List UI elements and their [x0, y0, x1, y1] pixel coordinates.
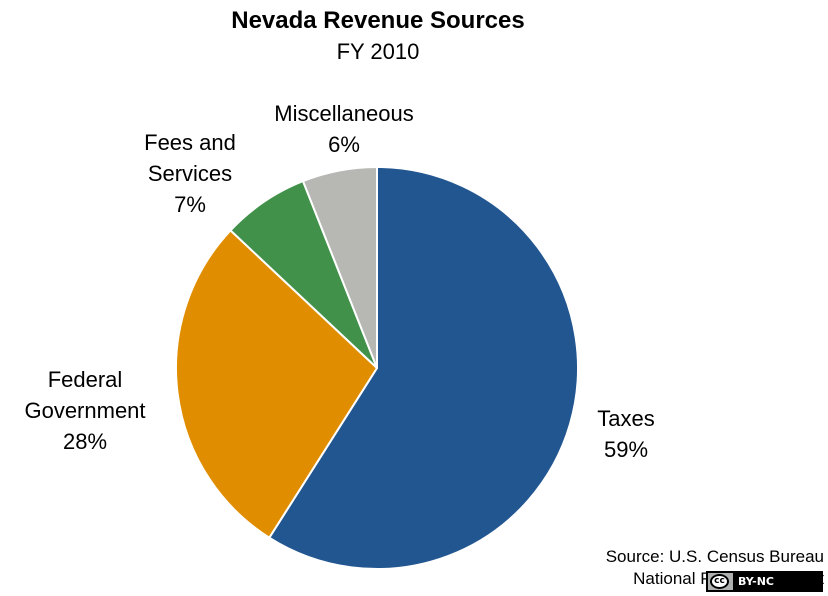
pie-slice-federal-government — [175, 229, 378, 539]
slice-name-miscellaneous: Miscellaneous — [274, 101, 414, 126]
slice-label-taxes: Taxes 59% — [574, 403, 678, 465]
slice-name-fees-line1: Fees and — [144, 130, 236, 155]
slice-label-federal-government: Federal Government 28% — [0, 364, 170, 457]
slice-name-federal-line2: Government — [24, 398, 146, 423]
slice-value-miscellaneous: 6% — [328, 132, 360, 157]
cc-icon: cc — [710, 574, 729, 589]
source-line-1: Source: U.S. Census Bureau — [605, 547, 824, 566]
pie-slice-miscellaneous — [302, 166, 378, 369]
chart-title: Nevada Revenue Sources — [231, 7, 525, 34]
slice-name-fees-line2: Services — [147, 161, 233, 186]
slice-name-federal-line1: Federal — [47, 367, 123, 392]
slice-value-federal-government: 28% — [62, 429, 108, 454]
license-text: BY-NC — [733, 573, 821, 590]
slice-value-fees-and-services: 7% — [174, 192, 206, 217]
slice-name-taxes: Taxes — [597, 406, 655, 431]
slice-value-taxes: 59% — [603, 437, 649, 462]
slice-label-fees-and-services: Fees and Services 7% — [118, 127, 262, 220]
pie-slice-taxes — [268, 166, 579, 570]
chart-subtitle: FY 2010 — [336, 39, 420, 64]
slice-label-miscellaneous: Miscellaneous 6% — [244, 98, 444, 160]
cc-license-badge: cc BY-NC — [706, 571, 823, 592]
